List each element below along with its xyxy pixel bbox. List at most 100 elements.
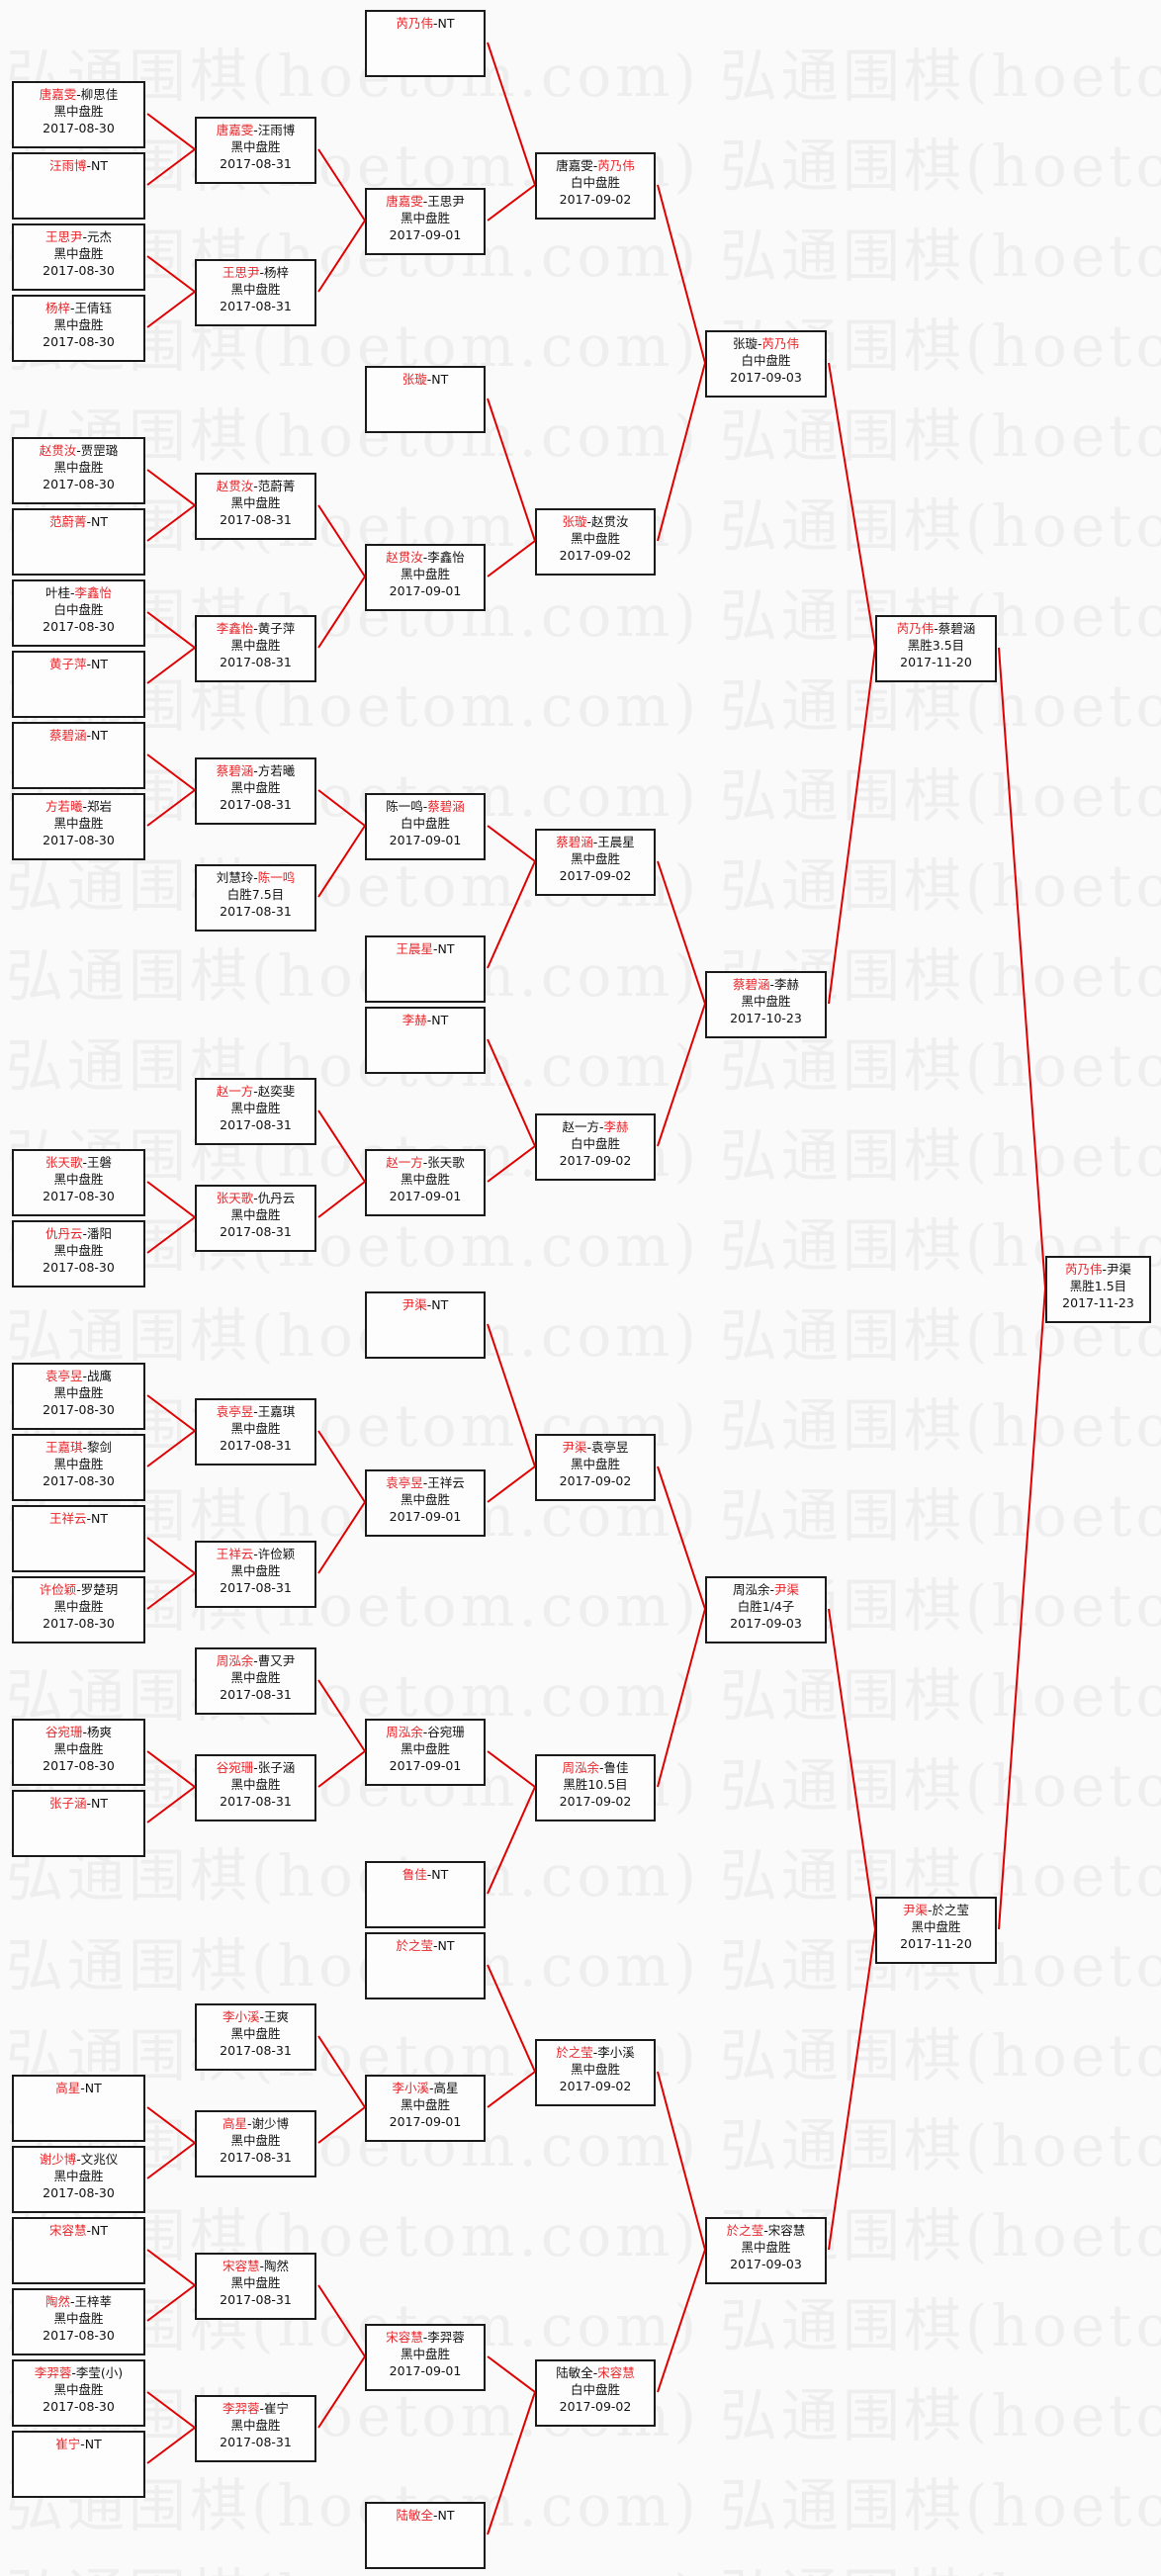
match-result: 黑中盘胜 [53,460,104,475]
match-box: 谷宛珊-张子涵 黑中盘胜 2017-08-31 [195,1754,316,1821]
match-date: 2017-09-02 [559,548,632,563]
match-date: 2017-08-31 [220,299,292,313]
connector-line [146,611,196,649]
player-1: 於之莹 [726,2223,764,2238]
match-players: 芮乃伟-尹渠 [1047,1261,1149,1278]
match-players: 赵一方-张天歌 [367,1154,484,1171]
player-2: 陈一鸣 [257,870,296,885]
match-date: 2017-08-31 [220,1117,292,1132]
connector-line [487,1323,536,1467]
separator: - [433,1938,438,1953]
match-players: 尹渠-NT [367,1296,484,1313]
match-box: 仇丹云-潘阳 黑中盘胜 2017-08-30 [12,1220,145,1288]
match-date: 2017-08-31 [220,1794,292,1809]
player-2: 仇丹云 [257,1191,296,1205]
match-players: 袁亭昱-战鹰 [14,1368,143,1384]
match-box: 叶桂-李鑫怡 白中盘胜 2017-08-30 [12,579,145,647]
match-box: 王思尹-元杰 黑中盘胜 2017-08-30 [12,223,145,291]
player-2: 李赫 [603,1119,629,1134]
match-date: 2017-08-30 [43,2328,115,2343]
player-1: 於之莹 [396,1938,433,1953]
match-date: 2017-08-31 [220,1687,292,1702]
player-1: 赵贯汝 [216,479,254,493]
match-result: 黑中盘胜 [741,2240,791,2255]
separator: - [586,514,591,529]
player-2: 李小溪 [597,2045,635,2060]
connector-line [657,184,706,364]
separator: - [69,301,75,315]
connector-line [828,647,876,1005]
match-players: 高星-NT [14,2080,143,2096]
connector-line [657,2071,706,2251]
separator: - [76,1582,81,1597]
match-date: 2017-09-02 [559,192,632,207]
player-1: 蔡碧涵 [556,835,593,849]
separator: - [82,1155,87,1170]
player-2: 尹渠 [774,1582,800,1597]
match-box: 张璇-赵贯汝 黑中盘胜 2017-09-02 [535,508,656,576]
player-1: 赵一方 [562,1119,599,1134]
player-2: 方若曦 [257,763,296,778]
match-players: 陆敏全-宋容慧 [537,2364,654,2381]
match-players: 袁亭昱-王祥云 [367,1474,484,1491]
separator: - [259,2259,264,2273]
match-box: 赵一方-张天歌 黑中盘胜 2017-09-01 [365,1149,486,1216]
player-2: 张子涵 [257,1760,296,1775]
match-result: 黑中盘胜 [570,851,620,866]
player-1: 汪雨博 [48,158,87,173]
connector-line [487,42,536,186]
match-date: 2017-11-23 [1062,1295,1134,1310]
match-players: 芮乃伟-蔡碧涵 [877,620,995,637]
connector-line [317,1430,366,1503]
player-2: 於之莹 [932,1903,970,1917]
match-date: 2017-08-30 [43,1260,115,1275]
connector-line [146,2106,196,2144]
match-box: 袁亭昱-战鹰 黑中盘胜 2017-08-30 [12,1363,145,1430]
player-1: 王晨星 [396,941,433,956]
match-players: 崔宁-NT [14,2436,143,2452]
separator: - [86,1511,92,1526]
match-date: 2017-09-02 [559,868,632,883]
player-2: 赵奕斐 [257,1084,296,1099]
match-players: 张天歌-仇丹云 [197,1190,314,1206]
separator: - [253,1084,258,1099]
connector-line [487,398,536,542]
match-box: 王祥云-许俭颖 黑中盘胜 2017-08-31 [195,1541,316,1608]
match-result: 黑中盘胜 [53,1172,104,1187]
player-1: 袁亭昱 [45,1369,83,1383]
player-2: 柳思佳 [80,87,119,102]
match-result: 黑中盘胜 [230,1207,281,1222]
match-players: 谷宛珊-杨爽 [14,1724,143,1740]
connector-line [146,1216,196,1254]
player-1: 黄子萍 [48,657,87,671]
separator: - [86,158,92,173]
separator: - [69,585,75,600]
player-1: 谷宛珊 [216,1760,254,1775]
match-result: 黑中盘胜 [53,1599,104,1614]
player-2: 潘阳 [87,1226,113,1241]
player-2: 杨梓 [264,265,290,280]
player-2: 王嘉琪 [257,1404,296,1419]
match-date: 2017-09-03 [730,370,802,385]
player-2: 汪雨博 [257,123,296,137]
separator: - [769,1582,774,1597]
player-1: 宋容慧 [48,2223,87,2238]
separator: - [259,2009,264,2024]
match-box: 张天歌-王磐 黑中盘胜 2017-08-30 [12,1149,145,1216]
match-box: 蔡碧涵-NT [12,722,145,789]
player-2: 李莹(小) [75,2365,124,2380]
player-1: 芮乃伟 [896,621,935,636]
player-1: 崔宁 [55,2437,81,2451]
separator: - [253,1191,258,1205]
match-players: 陈一鸣-蔡碧涵 [367,798,484,815]
match-date: 2017-10-23 [730,1011,802,1025]
match-result: 黑中盘胜 [230,2418,281,2433]
connector-line [146,255,196,293]
match-players: 李小溪-高星 [367,2080,484,2096]
player-2: 范蔚菁 [257,479,296,493]
match-box: 蔡碧涵-李赫 黑中盘胜 2017-10-23 [705,971,827,1038]
connector-line [146,1430,196,1467]
match-result: 黑中盘胜 [53,104,104,119]
match-players: 蔡碧涵-NT [14,727,143,744]
match-box: 张璇-NT [365,366,486,433]
